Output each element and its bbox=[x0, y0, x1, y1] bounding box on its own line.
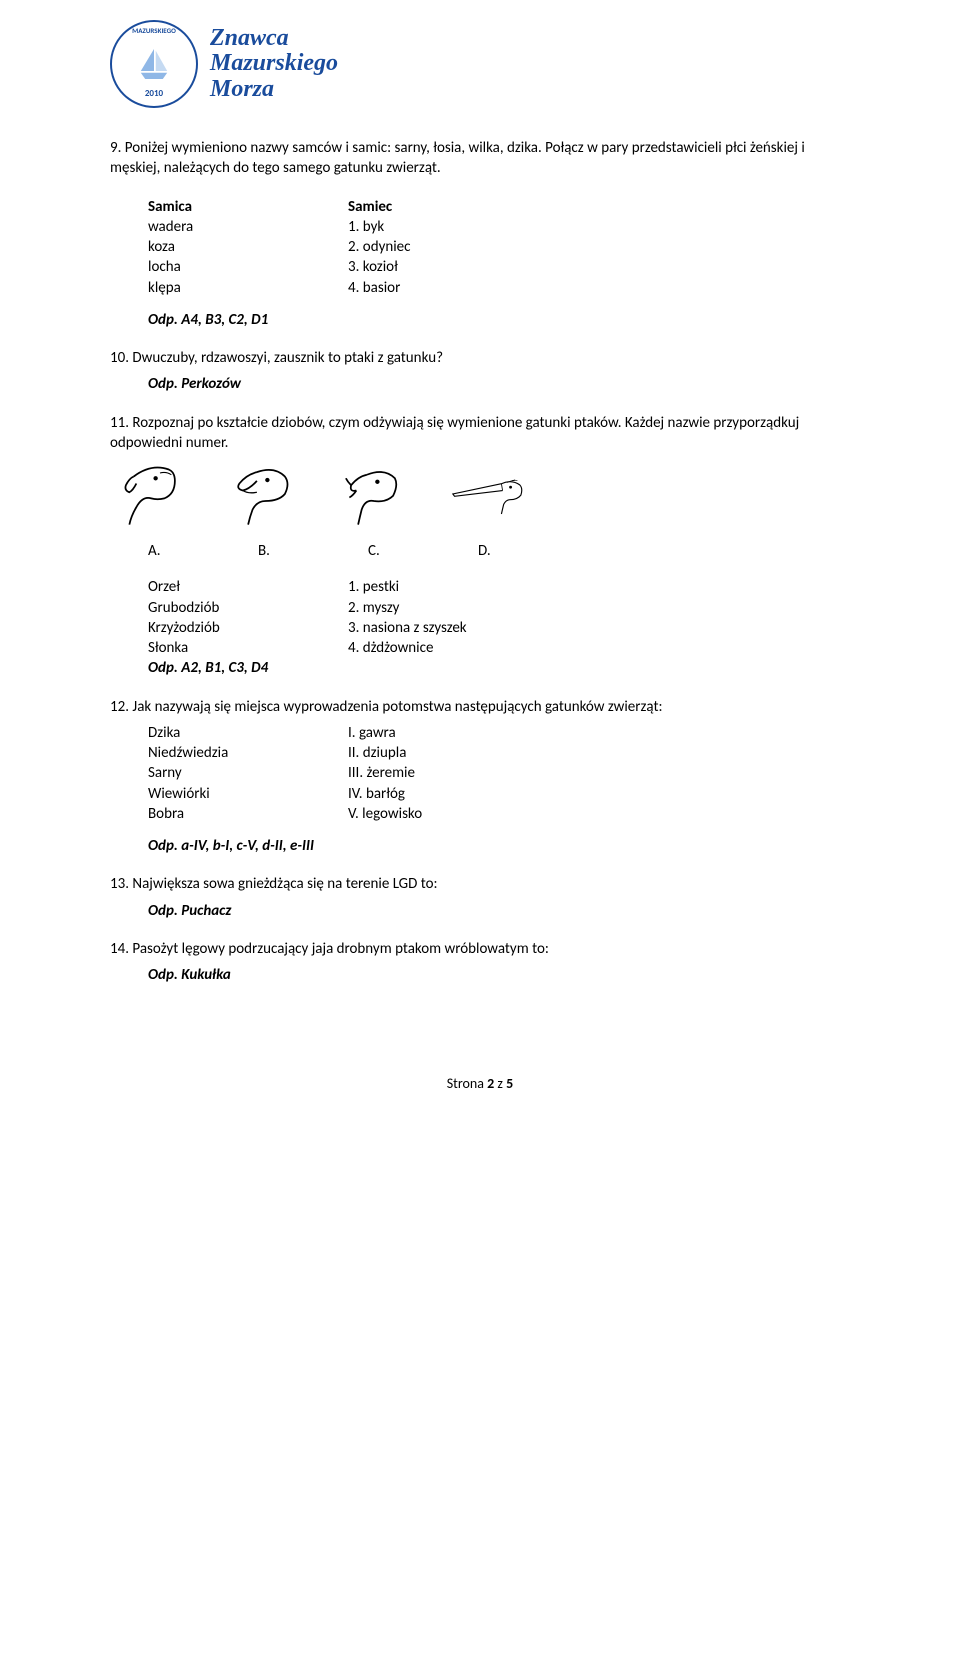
table-cell: Dzika bbox=[148, 723, 348, 743]
question-text: 11. Rozpoznaj po kształcie dziobów, czym… bbox=[110, 413, 850, 454]
table-cell: koza bbox=[148, 237, 348, 257]
label-b: B. bbox=[258, 541, 368, 561]
question-text: 12. Jak nazywają się miejsca wyprowadzen… bbox=[110, 697, 850, 717]
table-cell: 3. kozioł bbox=[348, 257, 850, 277]
page-footer: Strona 2 z 5 bbox=[110, 1075, 850, 1094]
answer-text: Odp. A2, B1, C3, D4 bbox=[148, 658, 348, 678]
answer-text: Odp. Puchacz bbox=[110, 901, 850, 921]
question-10: 10. Dwuczuby, rdzawoszyi, zausznik to pt… bbox=[110, 348, 850, 395]
brand-line-2: Mazurskiego bbox=[210, 51, 338, 76]
col-header-samica: Samica bbox=[148, 197, 348, 217]
table-cell: II. dziupla bbox=[348, 743, 850, 763]
question-11: 11. Rozpoznaj po kształcie dziobów, czym… bbox=[110, 413, 850, 679]
table-cell: Krzyżodziób bbox=[148, 618, 348, 638]
table-cell: 2. myszy bbox=[348, 598, 850, 618]
question-number: 11. bbox=[110, 414, 129, 432]
beak-image-a bbox=[120, 459, 200, 529]
question-body: Poniżej wymieniono nazwy samców i samic:… bbox=[110, 139, 805, 177]
table-cell: 1. byk bbox=[348, 217, 850, 237]
question-number: 13. bbox=[110, 875, 129, 893]
table-cell: wadera bbox=[148, 217, 348, 237]
beak-image-b bbox=[230, 459, 310, 529]
question-number: 12. bbox=[110, 698, 129, 716]
answer-text: Odp. a-IV, b-I, c-V, d-II, e-III bbox=[148, 836, 850, 856]
beak-image-d bbox=[450, 459, 530, 529]
label-a: A. bbox=[148, 541, 258, 561]
table-cell: IV. barłóg bbox=[348, 784, 850, 804]
table-cell: Sarny bbox=[148, 763, 348, 783]
question-number: 9. bbox=[110, 139, 121, 157]
table-cell: Grubodziób bbox=[148, 598, 348, 618]
logo-emblem: MAZURSKIEGO 2010 bbox=[110, 20, 198, 108]
brand-title: Znawca Mazurskiego Morza bbox=[210, 26, 338, 102]
answer-text: Odp. Perkozów bbox=[110, 374, 850, 394]
answer-text: Odp. A4, B3, C2, D1 bbox=[148, 310, 850, 330]
table-cell: locha bbox=[148, 257, 348, 277]
question-number: 10. bbox=[110, 349, 129, 367]
question-text: 14. Pasożyt lęgowy podrzucający jaja dro… bbox=[110, 939, 850, 959]
table-cell: Wiewiórki bbox=[148, 784, 348, 804]
table-cell: Orzeł bbox=[148, 577, 348, 597]
label-d: D. bbox=[478, 541, 491, 561]
label-c: C. bbox=[368, 541, 478, 561]
footer-total: 5 bbox=[506, 1075, 513, 1092]
table-cell: 3. nasiona z szyszek bbox=[348, 618, 850, 638]
question-12: 12. Jak nazywają się miejsca wyprowadzen… bbox=[110, 697, 850, 857]
question-text: 9. Poniżej wymieniono nazwy samców i sam… bbox=[110, 138, 850, 179]
footer-sep: z bbox=[494, 1075, 506, 1092]
table-cell: 1. pestki bbox=[348, 577, 850, 597]
question-text: 13. Największa sowa gnieżdżąca się na te… bbox=[110, 874, 850, 894]
table-cell: klępa bbox=[148, 278, 348, 298]
brand-line-3: Morza bbox=[210, 77, 338, 102]
table-cell: 4. dżdżownice bbox=[348, 638, 850, 658]
footer-label: Strona bbox=[447, 1075, 487, 1092]
question-13: 13. Największa sowa gnieżdżąca się na te… bbox=[110, 874, 850, 921]
question-9: 9. Poniżej wymieniono nazwy samców i sam… bbox=[110, 138, 850, 330]
table-cell: Bobra bbox=[148, 804, 348, 824]
question-body: Dwuczuby, rdzawoszyi, zausznik to ptaki … bbox=[132, 349, 443, 367]
question-body: Pasożyt lęgowy podrzucający jaja drobnym… bbox=[132, 940, 549, 958]
brand-line-1: Znawca bbox=[210, 26, 338, 51]
table-cell: V. legowisko bbox=[348, 804, 850, 824]
bird-beak-images bbox=[110, 459, 850, 529]
table-cell: 4. basior bbox=[348, 278, 850, 298]
question-body: Jak nazywają się miejsca wyprowadzenia p… bbox=[132, 698, 662, 716]
logo-year: 2010 bbox=[112, 88, 196, 100]
table-cell: I. gawra bbox=[348, 723, 850, 743]
table-cell: 2. odyniec bbox=[348, 237, 850, 257]
answer-text: Odp. Kukułka bbox=[110, 965, 850, 985]
matching-table: Orzeł Grubodziób Krzyżodziób Słonka Odp.… bbox=[148, 577, 850, 678]
question-body: Największa sowa gnieżdżąca się na tereni… bbox=[132, 875, 437, 893]
table-cell: Niedźwiedzia bbox=[148, 743, 348, 763]
matching-table: Samica wadera koza locha klępa Samiec 1.… bbox=[148, 197, 850, 298]
document-header: MAZURSKIEGO 2010 Znawca Mazurskiego Morz… bbox=[110, 20, 850, 108]
image-labels: A. B. C. D. bbox=[110, 541, 850, 561]
table-cell: Słonka bbox=[148, 638, 348, 658]
table-cell: III. żeremie bbox=[348, 763, 850, 783]
question-number: 14. bbox=[110, 940, 129, 958]
beak-image-c bbox=[340, 459, 420, 529]
sailboat-icon bbox=[132, 42, 176, 86]
matching-table: Dzika Niedźwiedzia Sarny Wiewiórki Bobra… bbox=[148, 723, 850, 824]
logo-arc-text: MAZURSKIEGO bbox=[112, 26, 196, 35]
question-text: 10. Dwuczuby, rdzawoszyi, zausznik to pt… bbox=[110, 348, 850, 368]
question-14: 14. Pasożyt lęgowy podrzucający jaja dro… bbox=[110, 939, 850, 986]
question-body: Rozpoznaj po kształcie dziobów, czym odż… bbox=[110, 414, 799, 452]
col-header-samiec: Samiec bbox=[348, 197, 850, 217]
